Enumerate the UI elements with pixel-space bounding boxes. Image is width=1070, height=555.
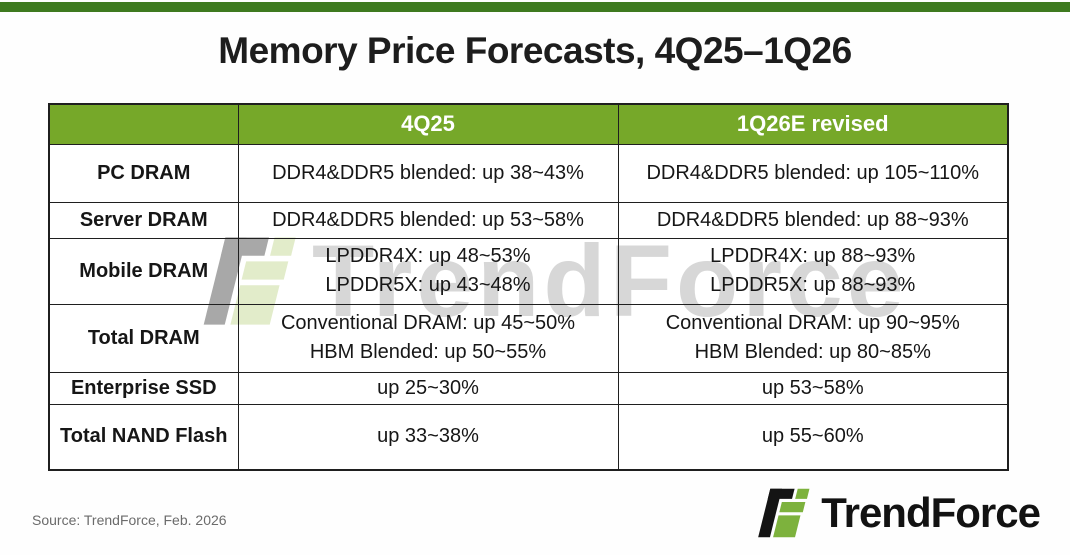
trendforce-logo-icon <box>758 488 810 538</box>
table-row-total-dram: Total DRAM Conventional DRAM: up 45~50% … <box>48 303 1009 373</box>
cell-line: Conventional DRAM: up 45~50% <box>280 312 576 334</box>
table-row-enterprise-ssd: Enterprise SSD up 25~30% up 53~58% <box>48 371 1009 405</box>
table-row-mobile-dram: Mobile DRAM LPDDR4X: up 48~53% LPDDR5X: … <box>48 237 1009 305</box>
table-row-server-dram: Server DRAM DDR4&DDR5 blended: up 53~58%… <box>48 201 1009 239</box>
cell-1q26: DDR4&DDR5 blended: up 88~93% <box>617 201 1009 239</box>
source-note: Source: TrendForce, Feb. 2026 <box>32 512 227 528</box>
cell-line: DDR4&DDR5 blended: up 105~110% <box>646 161 980 184</box>
forecast-table: 4Q25 1Q26E revised PC DRAM DDR4&DDR5 ble… <box>48 103 1009 471</box>
cell-1q26: up 53~58% <box>617 371 1009 405</box>
cell-line: HBM Blended: up 80~85% <box>694 341 931 363</box>
cell-line: LPDDR5X: up 43~48% <box>325 274 531 296</box>
cell-1q26: DDR4&DDR5 blended: up 105~110% <box>617 143 1009 203</box>
row-label: Total NAND Flash <box>48 403 239 471</box>
row-label: Server DRAM <box>48 201 239 239</box>
column-header-4q25: 4Q25 <box>237 103 619 145</box>
cell-4q25: DDR4&DDR5 blended: up 53~58% <box>237 201 619 239</box>
corner-cell <box>48 103 239 145</box>
forecast-table-container: TrendForce 4Q25 1Q26E revised PC DRAM DD… <box>48 103 1009 471</box>
cell-line: HBM Blended: up 50~55% <box>309 341 547 363</box>
cell-line: DDR4&DDR5 blended: up 38~43% <box>272 161 584 184</box>
cell-1q26: LPDDR4X: up 88~93% LPDDR5X: up 88~93% <box>617 237 1009 305</box>
cell-line: up 33~38% <box>377 425 479 448</box>
cell-4q25: DDR4&DDR5 blended: up 38~43% <box>237 143 619 203</box>
row-label: Mobile DRAM <box>48 237 239 305</box>
cell-line: Conventional DRAM: up 90~95% <box>665 312 960 334</box>
row-label: PC DRAM <box>48 143 239 203</box>
cell-line: LPDDR4X: up 48~53% <box>325 245 531 267</box>
row-label: Enterprise SSD <box>48 371 239 405</box>
cell-line: LPDDR4X: up 88~93% <box>710 245 916 267</box>
cell-1q26: Conventional DRAM: up 90~95% HBM Blended… <box>617 303 1009 373</box>
column-header-1q26: 1Q26E revised <box>617 103 1009 145</box>
cell-1q26: up 55~60% <box>617 403 1009 471</box>
cell-4q25: LPDDR4X: up 48~53% LPDDR5X: up 43~48% <box>237 237 619 305</box>
trendforce-logo: TrendForce <box>755 486 1041 540</box>
cell-4q25: Conventional DRAM: up 45~50% HBM Blended… <box>237 303 619 373</box>
header-row: 4Q25 1Q26E revised <box>48 103 1009 145</box>
cell-4q25: up 33~38% <box>237 403 619 471</box>
page-title: Memory Price Forecasts, 4Q25–1Q26 <box>218 30 852 71</box>
cell-4q25: up 25~30% <box>237 371 619 405</box>
cell-line: up 53~58% <box>761 376 864 399</box>
cell-line: DDR4&DDR5 blended: up 88~93% <box>656 208 969 231</box>
cell-line: up 55~60% <box>761 425 864 448</box>
table-row-total-nand-flash: Total NAND Flash up 33~38% up 55~60% <box>48 403 1009 471</box>
table-row-pc-dram: PC DRAM DDR4&DDR5 blended: up 38~43% DDR… <box>48 143 1009 203</box>
cell-line: LPDDR5X: up 88~93% <box>710 274 916 296</box>
cell-line: DDR4&DDR5 blended: up 53~58% <box>272 208 584 231</box>
row-label: Total DRAM <box>48 303 239 373</box>
trendforce-logo-text: TrendForce <box>821 489 1041 536</box>
cell-line: up 25~30% <box>377 376 479 399</box>
top-accent-bar <box>0 2 1070 12</box>
